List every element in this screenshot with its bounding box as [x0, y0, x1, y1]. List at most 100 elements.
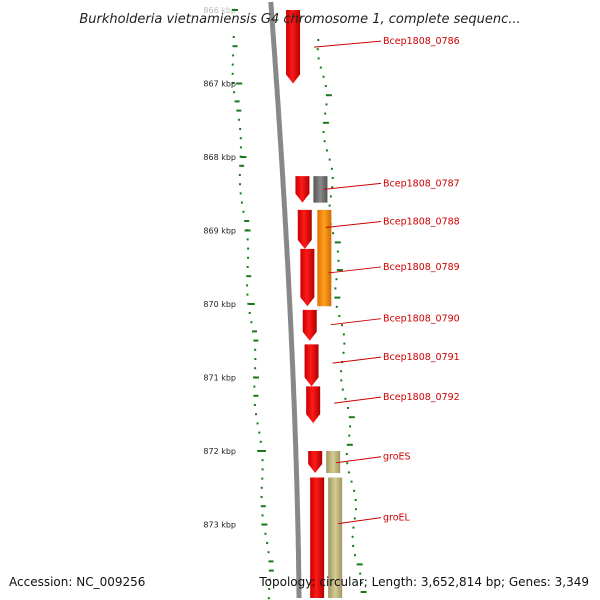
gc-dot: [354, 499, 357, 501]
gc-dot: [317, 39, 320, 41]
gc-dot: [264, 532, 267, 535]
gc-dot: [328, 204, 331, 207]
gc-dot: [260, 450, 266, 452]
gc-dot: [345, 453, 348, 455]
gc-dot: [236, 109, 242, 112]
gc-dot: [341, 388, 344, 391]
gene-label-leader: [328, 266, 382, 274]
gc-dot: [325, 149, 328, 152]
gc-dot: [352, 526, 355, 529]
gc-dot: [232, 54, 235, 57]
feature-block[interactable]: [326, 451, 341, 474]
gc-dot: [324, 85, 327, 87]
gene-groes[interactable]: [308, 451, 323, 474]
gc-dot: [258, 431, 261, 434]
gene-label-bcep1808_0787[interactable]: Bcep1808_0787: [383, 178, 460, 189]
kbp-tick-label: 867 kbp: [203, 80, 236, 89]
gc-dot: [255, 413, 258, 416]
gc-dot: [335, 278, 338, 281]
gc-dot: [348, 434, 351, 437]
gene-label-bcep1808_0789[interactable]: Bcep1808_0789: [383, 262, 460, 273]
gc-dot: [360, 591, 367, 593]
gc-dot: [232, 82, 235, 84]
gene-bcep1808_0788[interactable]: [297, 209, 312, 249]
gc-dot: [239, 128, 242, 130]
gc-dot: [325, 94, 332, 97]
gc-dot: [261, 514, 264, 517]
gc-dot: [342, 351, 345, 354]
gene-label-leader: [325, 221, 382, 229]
gc-dot: [350, 480, 353, 483]
gene-groel[interactable]: [310, 477, 325, 598]
kbp-tick-label: 866 kbp: [203, 6, 236, 15]
gc-dot: [266, 542, 269, 544]
gene-label-groel[interactable]: groEL: [383, 513, 411, 524]
gc-dot: [352, 545, 355, 547]
chromosome-backbone: [268, 1, 302, 598]
gc-dot: [329, 195, 332, 198]
gc-dot: [240, 201, 243, 204]
gc-dot: [337, 259, 340, 262]
gc-dot: [334, 287, 337, 290]
gene-label-groes[interactable]: groES: [383, 452, 411, 463]
gc-dot: [246, 275, 252, 278]
gc-dot: [261, 477, 264, 480]
gene-label-bcep1808_0792[interactable]: Bcep1808_0792: [383, 392, 460, 403]
gc-dot: [346, 462, 349, 465]
gene-label-leader: [314, 40, 382, 48]
gene-bcep1808_0786[interactable]: [286, 10, 301, 84]
gc-dot: [247, 256, 250, 259]
gc-dot: [239, 164, 245, 167]
gc-dot: [238, 174, 241, 176]
gc-dot: [346, 443, 353, 446]
gene-bcep1808_0789[interactable]: [300, 248, 315, 307]
gene-label-bcep1808_0788[interactable]: Bcep1808_0788: [383, 217, 460, 228]
gene-label-leader: [332, 356, 382, 364]
gc-dot: [261, 468, 264, 471]
gc-dot: [231, 63, 234, 66]
gene-bcep1808_0791[interactable]: [304, 344, 319, 387]
gc-dot: [260, 496, 263, 498]
gene-bcep1808_0792[interactable]: [306, 386, 321, 424]
gc-dot: [253, 385, 256, 388]
gc-dot: [360, 581, 363, 584]
gene-label-leader: [336, 456, 382, 464]
gc-dot: [359, 572, 362, 575]
gc-dot: [332, 232, 335, 235]
gc-dot: [253, 339, 259, 342]
gc-dot: [267, 551, 270, 554]
gc-dot: [317, 57, 320, 60]
gene-label-bcep1808_0791[interactable]: Bcep1808_0791: [383, 352, 460, 363]
gc-dot: [348, 416, 355, 419]
gc-dot: [242, 210, 245, 213]
gene-label-leader: [334, 396, 382, 404]
feature-block[interactable]: [317, 209, 332, 307]
gc-dot: [347, 407, 350, 409]
gc-dot: [268, 588, 271, 590]
gc-dot: [340, 379, 343, 382]
gc-dot: [319, 66, 322, 69]
gc-dot: [323, 140, 326, 143]
gc-dot: [342, 333, 345, 336]
gc-dot: [237, 118, 240, 121]
gc-dot: [232, 45, 238, 48]
gc-dot: [322, 75, 325, 78]
gene-label-bcep1808_0790[interactable]: Bcep1808_0790: [383, 314, 460, 325]
gc-dot: [234, 100, 240, 103]
gene-bcep1808_0787[interactable]: [295, 176, 310, 203]
gc-dot: [336, 269, 343, 271]
gene-label-bcep1808_0786[interactable]: Bcep1808_0786: [383, 36, 460, 47]
feature-block[interactable]: [313, 176, 328, 203]
gc-dot: [324, 112, 327, 115]
gene-bcep1808_0790[interactable]: [302, 309, 317, 341]
feature-block[interactable]: [328, 477, 343, 598]
gc-dot: [259, 440, 262, 443]
gc-dot: [325, 103, 328, 106]
gc-dot: [246, 238, 249, 241]
gc-dot: [340, 370, 343, 373]
gc-dot: [340, 324, 343, 327]
gc-dot: [268, 560, 274, 563]
gc-dot: [354, 554, 357, 557]
gc-dot: [260, 486, 263, 489]
